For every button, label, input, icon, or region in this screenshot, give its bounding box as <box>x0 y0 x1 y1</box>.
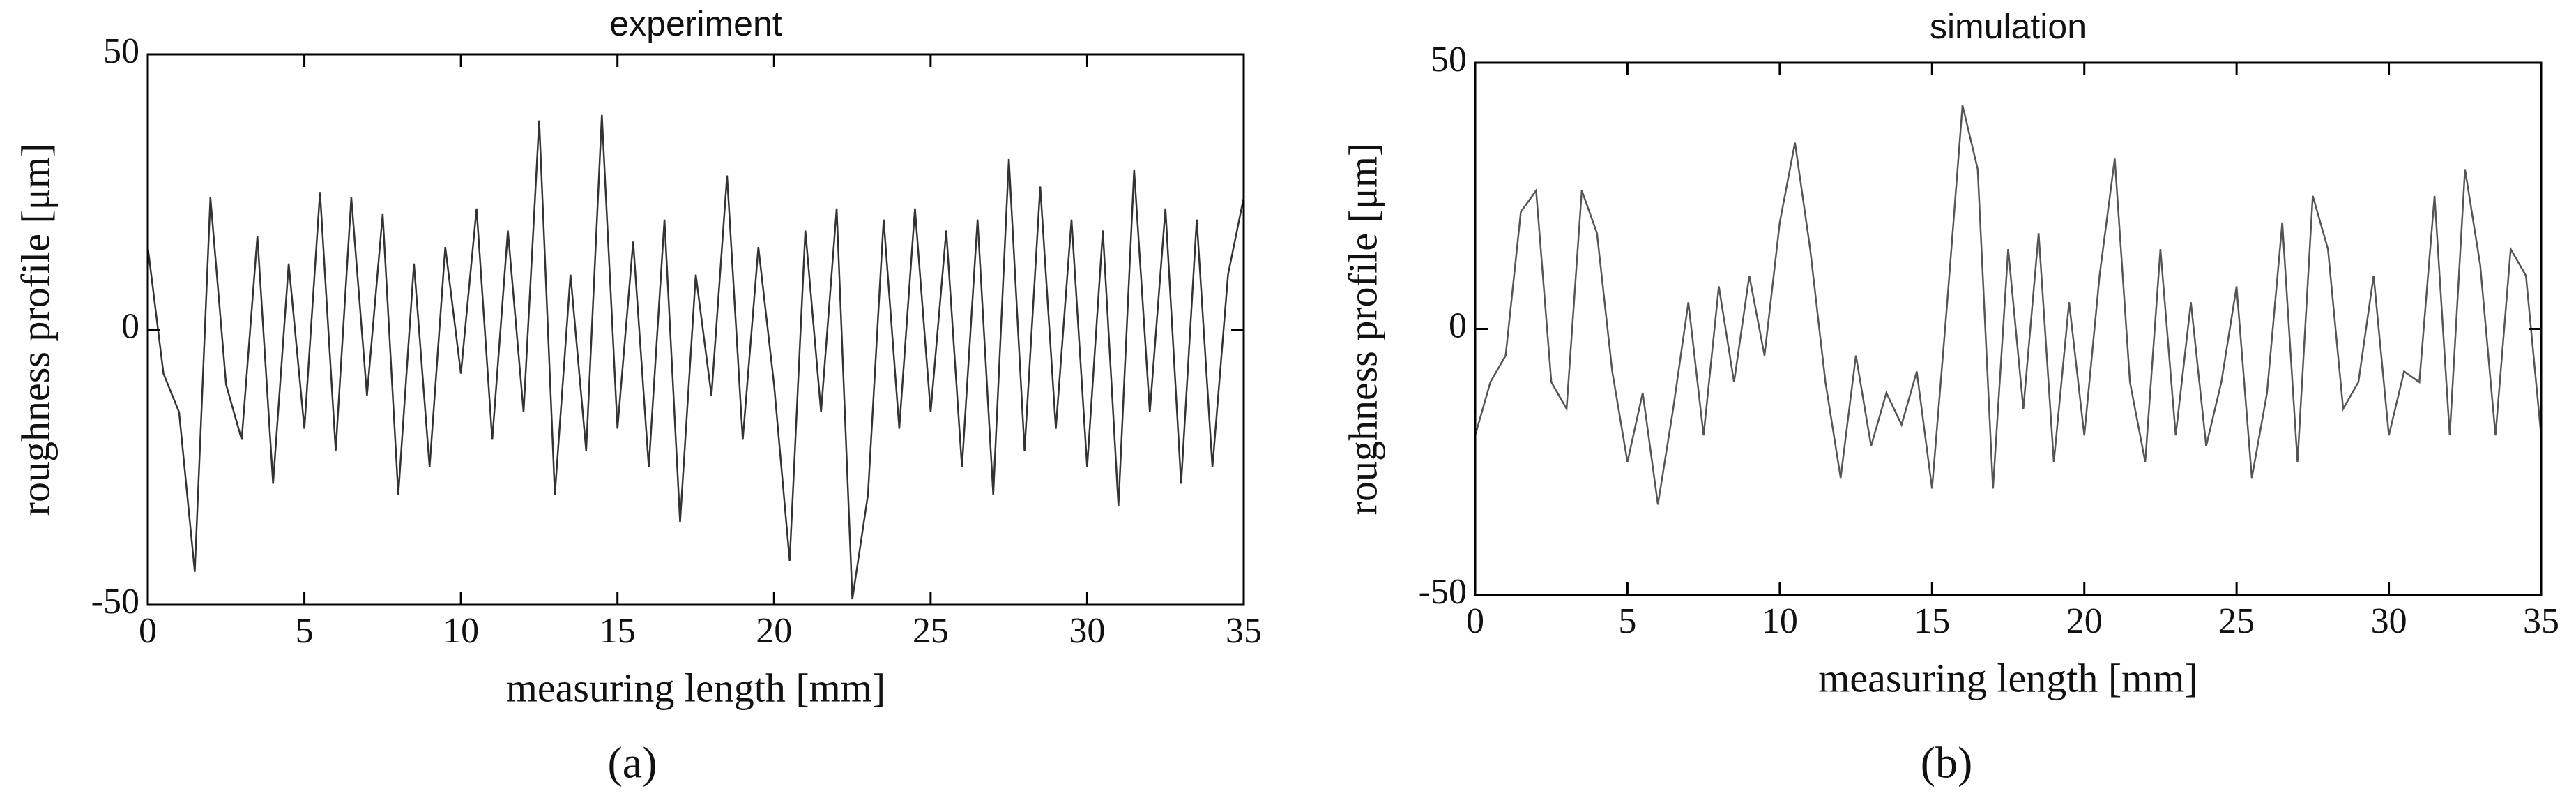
x-tick-label: 15 <box>1914 601 1950 641</box>
y-tick-label: -50 <box>1419 572 1467 612</box>
y-tick-label: 0 <box>121 306 139 346</box>
x-tick-label: 0 <box>1466 601 1484 641</box>
x-tick-label: 35 <box>2523 601 2559 641</box>
x-tick-label: 20 <box>2066 601 2103 641</box>
y-axis-label: roughness profile [μm] <box>13 144 58 516</box>
y-tick-label: -50 <box>91 582 139 622</box>
x-tick-label: 25 <box>913 611 949 651</box>
x-tick-label: 35 <box>1226 611 1262 651</box>
x-axis-label: measuring length [mm] <box>1818 655 2197 700</box>
profile-line <box>146 114 1245 600</box>
y-tick-label: 50 <box>103 31 139 71</box>
profile-line <box>1474 105 2543 505</box>
panel-label: (a) <box>607 738 657 788</box>
x-axis-label: measuring length [mm] <box>506 665 885 710</box>
y-tick-label: 0 <box>1449 306 1467 345</box>
panel-label: (b) <box>1921 738 1973 788</box>
plot-frame <box>1474 61 2543 596</box>
x-tick-label: 30 <box>1069 611 1105 651</box>
x-tick-label: 15 <box>600 611 636 651</box>
y-tick-label: 50 <box>1431 40 1467 80</box>
y-axis-label: roughness profile [μm] <box>1340 143 1385 516</box>
chart-title: experiment <box>609 4 782 43</box>
x-tick-label: 25 <box>2218 601 2255 641</box>
x-tick-label: 5 <box>296 611 314 651</box>
x-tick-label: 5 <box>1618 601 1636 641</box>
x-tick-label: 10 <box>1762 601 1798 641</box>
chart-title: simulation <box>1930 7 2087 46</box>
x-tick-label: 10 <box>443 611 479 651</box>
x-tick-label: 30 <box>2371 601 2407 641</box>
x-tick-label: 0 <box>139 611 157 651</box>
x-tick-label: 20 <box>756 611 792 651</box>
